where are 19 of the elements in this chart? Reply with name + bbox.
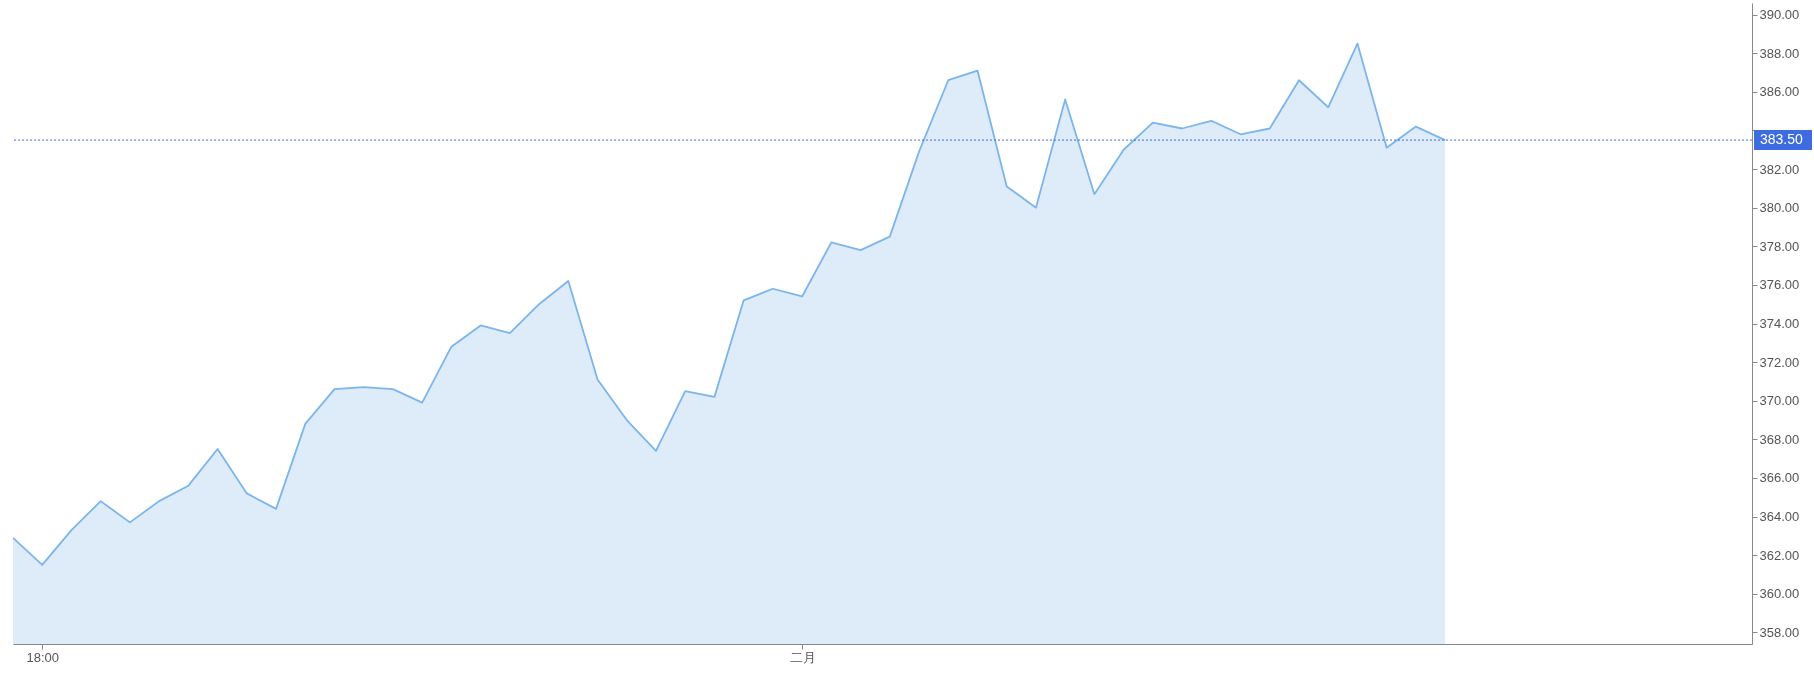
y-tick-label: 364.00 (1759, 509, 1800, 525)
y-tick-label: 380.00 (1759, 200, 1800, 216)
x-tick-label: 18:00 (26, 649, 59, 665)
y-tick-label: 366.00 (1759, 470, 1800, 486)
y-tick-label: 374.00 (1759, 316, 1800, 331)
y-tick-label: 372.00 (1759, 354, 1800, 370)
y-tick-label: 382.00 (1759, 161, 1800, 177)
y-tick-label: 390.00 (1759, 7, 1800, 23)
y-tick-label: 370.00 (1759, 393, 1800, 409)
y-tick-label: 360.00 (1759, 586, 1800, 602)
y-tick-label: 378.00 (1759, 238, 1800, 254)
y-tick-label: 376.00 (1759, 277, 1800, 293)
y-tick-label: 386.00 (1759, 84, 1800, 100)
y-tick-label: 362.00 (1759, 547, 1800, 563)
y-tick-label: 388.00 (1759, 45, 1800, 61)
y-tick-label: 358.00 (1759, 624, 1800, 640)
x-tick-label: 二月 (789, 649, 816, 665)
ref-line-label: 383.50 (1760, 131, 1804, 148)
y-tick-label: 368.00 (1759, 431, 1800, 447)
